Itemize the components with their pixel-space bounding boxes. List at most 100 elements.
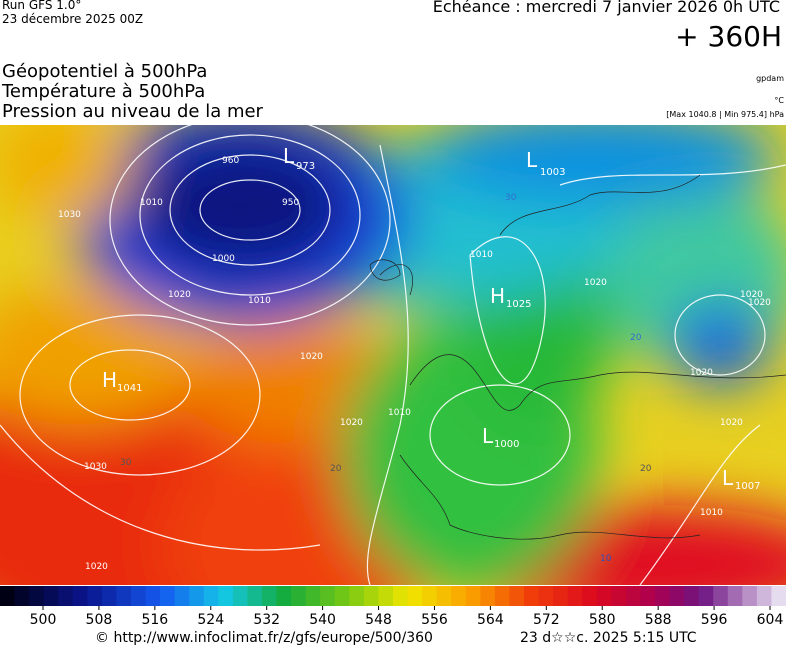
colorbar-swatch xyxy=(713,586,729,606)
colorbar-swatch xyxy=(262,586,278,606)
unit: gpdam xyxy=(756,74,784,83)
colorbar-swatch xyxy=(596,586,612,606)
map-label: 973 xyxy=(296,161,315,172)
coastlines xyxy=(369,174,786,540)
map-label: L xyxy=(482,424,494,448)
colorbar-swatch xyxy=(727,586,743,606)
map-label: 20 xyxy=(630,333,642,343)
map-label: 1010 xyxy=(700,508,723,518)
valid-time: Echéance : mercredi 7 janvier 2026 0h UT… xyxy=(432,0,780,16)
colorbar-swatch xyxy=(291,586,307,606)
source: © http://www.infoclimat.fr/z/gfs/europe/… xyxy=(95,630,433,646)
title: Géopotentiel à 500hPa xyxy=(2,61,208,82)
colorbar-swatch xyxy=(131,586,147,606)
colorbar-swatch xyxy=(189,586,205,606)
map-label: 1000 xyxy=(212,254,235,264)
colorbar-swatch xyxy=(14,586,30,606)
colorbar-swatch xyxy=(771,586,786,606)
colorbar-swatch xyxy=(567,586,583,606)
generated: 23 d☆☆c. 2025 5:15 UTC xyxy=(520,630,697,646)
colorbar-label: 540 xyxy=(309,612,336,626)
map-label: L xyxy=(283,144,295,168)
colorbar-swatch xyxy=(494,586,510,606)
title: Pression au niveau de la mer xyxy=(2,101,263,122)
run-date: 23 décembre 2025 00Z xyxy=(2,12,144,26)
colorbar-swatch xyxy=(611,586,627,606)
map-label: 1025 xyxy=(506,299,531,310)
map-label: 10 xyxy=(600,554,612,564)
colorbar-swatch xyxy=(524,586,540,606)
colorbar-swatch xyxy=(101,586,117,606)
map-label: H xyxy=(102,368,117,392)
colorbar-swatch xyxy=(305,586,321,606)
title: Température à 500hPa xyxy=(2,81,206,102)
map-label: L xyxy=(526,148,538,172)
lead-time: + 360H xyxy=(675,20,782,53)
colorbar-swatch xyxy=(582,586,598,606)
map-label: 1000 xyxy=(494,439,519,450)
colorbar-label: 564 xyxy=(477,612,504,626)
map-label: 1010 xyxy=(140,198,163,208)
colorbar-swatch xyxy=(116,586,132,606)
map-label: 1003 xyxy=(540,167,565,178)
map-label: 20 xyxy=(640,464,652,474)
colorbar-swatch xyxy=(145,586,161,606)
map-label: 1010 xyxy=(388,408,411,418)
colorbar-swatch xyxy=(742,586,758,606)
colorbar-label: 604 xyxy=(757,612,784,626)
colorbar-swatch xyxy=(218,586,234,606)
colorbar-swatch xyxy=(669,586,685,606)
map-label: H xyxy=(490,284,505,308)
colorbar-swatch xyxy=(43,586,59,606)
colorbar-swatch xyxy=(232,586,248,606)
colorbar-swatch xyxy=(393,586,409,606)
map-label: 1020 xyxy=(340,418,363,428)
colorbar-swatch xyxy=(756,586,772,606)
colorbar-swatch xyxy=(320,586,336,606)
colorbar-swatch xyxy=(276,586,292,606)
colorbar-swatch xyxy=(203,586,219,606)
colorbar: 500 508 516 524 532 540 548 556 564 572 580 588 596 6… xyxy=(0,586,786,626)
colorbar-swatch xyxy=(553,586,569,606)
colorbar-swatch xyxy=(509,586,525,606)
colorbar-label: 588 xyxy=(645,612,672,626)
colorbar-label: 548 xyxy=(365,612,392,626)
colorbar-swatch xyxy=(174,586,190,606)
map-label: 1030 xyxy=(84,462,107,472)
colorbar-label: 532 xyxy=(253,612,280,626)
map-label: 1020 xyxy=(748,298,771,308)
colorbar-swatch xyxy=(625,586,641,606)
colorbar-label: 596 xyxy=(701,612,728,626)
colorbar-swatch xyxy=(72,586,88,606)
colorbar-label: 572 xyxy=(533,612,560,626)
map-label: 1007 xyxy=(735,481,760,492)
colorbar-label: 508 xyxy=(86,612,113,626)
colorbar-label: 556 xyxy=(421,612,448,626)
colorbar-swatch xyxy=(480,586,496,606)
colorbar-swatch xyxy=(436,586,452,606)
map-label: 30 xyxy=(505,193,517,203)
colorbar-swatch xyxy=(363,586,379,606)
map-label: 1041 xyxy=(117,383,142,394)
colorbar-swatch xyxy=(698,586,714,606)
colorbar-label: 516 xyxy=(141,612,168,626)
colorbar-swatch xyxy=(684,586,700,606)
unit: [Max 1040.8 | Min 975.4] hPa xyxy=(666,110,784,119)
colorbar-swatch xyxy=(655,586,671,606)
colorbar-swatch xyxy=(407,586,423,606)
colorbar-swatch xyxy=(451,586,467,606)
colorbar-swatch xyxy=(58,586,74,606)
map-label: 960 xyxy=(222,156,239,166)
colorbar-swatch xyxy=(160,586,176,606)
colorbar-label: 500 xyxy=(30,612,57,626)
colorbar-swatch xyxy=(29,586,45,606)
unit: °C xyxy=(774,96,784,105)
colorbar-label: 580 xyxy=(589,612,616,626)
map-label: 1020 xyxy=(300,352,323,362)
colorbar-swatch xyxy=(465,586,481,606)
map-label: L xyxy=(722,466,734,490)
map-label: 20 xyxy=(330,464,342,474)
map-label: 1030 xyxy=(58,210,81,220)
colorbar-swatch xyxy=(87,586,103,606)
